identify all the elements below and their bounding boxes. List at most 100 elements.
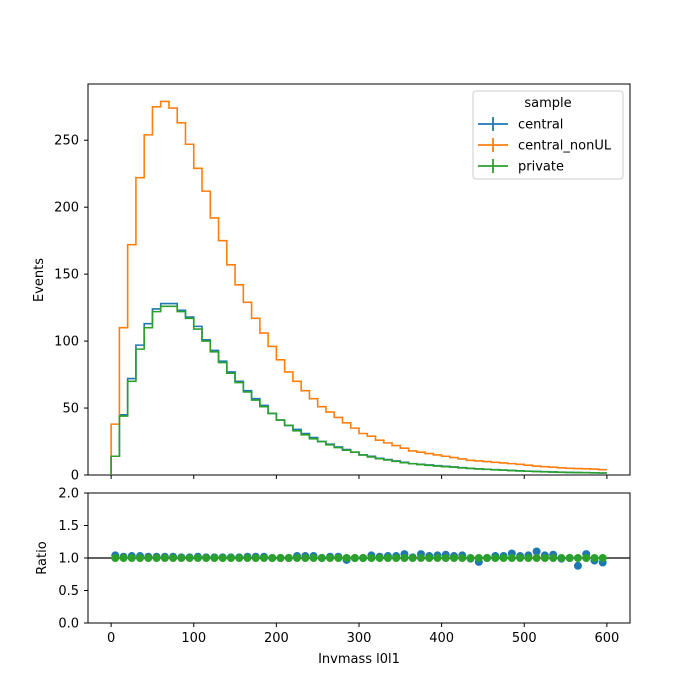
ratio-point-private (317, 554, 326, 562)
ratio-point-private (218, 554, 227, 562)
ratio-point-private (235, 554, 244, 562)
ratio-point-private (226, 554, 235, 562)
main-y-tick-label: 150 (54, 268, 79, 283)
ratio-point-private (392, 554, 401, 562)
ratio-x-tick-label: 0 (107, 631, 115, 646)
main-y-tick-label: 50 (62, 402, 79, 417)
ratio-x-tick-label: 100 (181, 631, 206, 646)
ratio-point-private (400, 554, 409, 562)
ratio-x-tick-label: 300 (347, 631, 372, 646)
ratio-point-private (210, 554, 219, 562)
legend-title: sample (524, 96, 571, 111)
ratio-point-private (565, 554, 574, 562)
ratio-point-private (144, 554, 153, 562)
ratio-y-axis-label: Ratio (35, 541, 50, 574)
ratio-point-private (499, 554, 508, 562)
ratio-point-private (491, 554, 500, 562)
ratio-y-tick-label: 1.5 (58, 519, 79, 534)
ratio-point-private (152, 554, 161, 562)
ratio-point-private (507, 554, 516, 562)
ratio-point-private (127, 554, 136, 562)
ratio-point-central (532, 547, 541, 556)
legend-item-central-nonUL: central_nonUL (478, 138, 612, 154)
ratio-y-ticks: 0.0 0.5 1.0 1.5 2.0 (58, 487, 88, 632)
ratio-point-private (259, 554, 268, 562)
series-private (110, 305, 607, 475)
ratio-y-tick-label: 0.5 (58, 584, 79, 599)
ratio-point-private (375, 554, 384, 562)
ratio-point-private (276, 554, 285, 562)
ratio-point-private (350, 554, 359, 562)
ratio-point-private (466, 554, 475, 562)
ratio-y-tick-label: 1.0 (58, 552, 79, 567)
main-series (110, 100, 607, 475)
ratio-point-private (177, 554, 186, 562)
ratio-point-private (383, 554, 392, 562)
main-y-axis-label: Events (32, 258, 47, 302)
ratio-point-private (450, 554, 459, 562)
ratio-point-private (590, 554, 599, 562)
ratio-point-private (458, 554, 467, 562)
ratio-point-private (111, 554, 120, 562)
ratio-point-private (524, 554, 533, 562)
ratio-point-private (598, 554, 607, 562)
main-y-tick-label: 250 (54, 134, 79, 149)
legend-label: central (518, 118, 563, 133)
ratio-point-private (516, 554, 525, 562)
ratio-point-private (243, 554, 252, 562)
ratio-point-private (309, 554, 318, 562)
main-y-tick-label: 100 (54, 335, 79, 350)
ratio-point-private (202, 554, 211, 562)
ratio-point-private (549, 554, 558, 562)
ratio-point-private (474, 554, 483, 562)
ratio-point-private (301, 554, 310, 562)
ratio-point-private (169, 554, 178, 562)
ratio-point-private (334, 554, 343, 562)
ratio-x-tick-label: 200 (264, 631, 289, 646)
ratio-point-private (425, 554, 434, 562)
ratio-point-private (441, 554, 450, 562)
ratio-point-private (540, 554, 549, 562)
series-central-nonUL (110, 100, 607, 475)
ratio-y-tick-label: 2.0 (58, 487, 79, 502)
ratio-point-private (284, 554, 293, 562)
ratio-panel: 0 100 200 300 400 500 600 0.0 0.5 1.0 1.5 2.0 Rati… (35, 487, 631, 667)
ratio-point-private (573, 554, 582, 562)
main-y-ticks: 0 50 100 150 200 250 (54, 134, 88, 484)
ratio-point-private (326, 554, 335, 562)
ratio-point-private (359, 554, 368, 562)
legend-item-central: central (478, 117, 563, 133)
ratio-point-private (342, 554, 351, 562)
ratio-points (111, 547, 607, 570)
ratio-point-private (136, 554, 145, 562)
ratio-point-private (483, 554, 492, 562)
main-y-tick-label: 200 (54, 201, 79, 216)
ratio-point-private (160, 554, 169, 562)
main-x-ticks (110, 475, 608, 479)
ratio-point-private (293, 554, 302, 562)
ratio-x-tick-label: 400 (429, 631, 454, 646)
ratio-point-private (557, 554, 566, 562)
ratio-point-central (573, 561, 582, 570)
legend-item-private: private (478, 159, 564, 175)
ratio-point-private (582, 554, 591, 562)
ratio-x-ticks: 0 100 200 300 400 500 600 (107, 623, 619, 646)
ratio-point-private (433, 554, 442, 562)
ratio-point-private (367, 554, 376, 562)
ratio-point-private (408, 554, 417, 562)
ratio-y-tick-label: 0.0 (58, 617, 79, 632)
ratio-point-private (416, 554, 425, 562)
ratio-point-private (185, 554, 194, 562)
main-y-tick-label: 0 (71, 469, 79, 484)
legend-label: central_nonUL (518, 139, 612, 154)
ratio-x-tick-label: 600 (594, 631, 619, 646)
legend-label: private (518, 160, 564, 175)
ratio-point-private (268, 554, 277, 562)
ratio-point-private (251, 554, 260, 562)
ratio-point-private (193, 554, 202, 562)
ratio-point-private (532, 554, 541, 562)
